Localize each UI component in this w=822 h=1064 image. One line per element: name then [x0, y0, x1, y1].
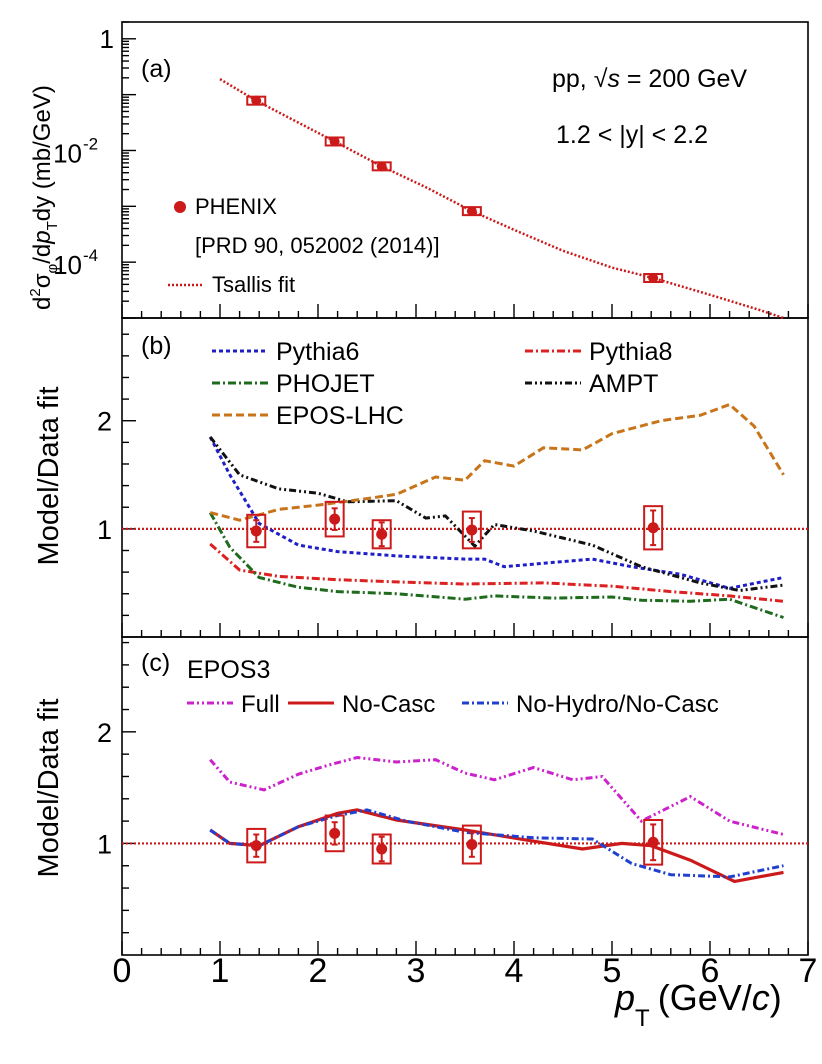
panel-b-sys-box — [324, 500, 345, 538]
panel-frame-b — [121, 317, 809, 638]
phenix-data-point — [376, 161, 387, 172]
phenix-data-point — [466, 206, 477, 217]
x-tick-label: 5 — [603, 952, 622, 990]
x-tick-label: 1 — [211, 952, 230, 990]
panel-b-ylabel: Model/Data fit — [33, 387, 65, 566]
panel-a-y-tick-exponent: -4 — [83, 246, 98, 265]
panel-c-sys-box — [461, 824, 482, 865]
legend-no-casc-label: No-Casc — [342, 691, 435, 718]
x-tick-label: 3 — [407, 952, 426, 990]
annotation-rapidity: 1.2 < |y| < 2.2 — [556, 121, 708, 149]
tsallis-fit-line — [219, 78, 784, 320]
panel-c-ylabel: Model/Data fit — [33, 699, 65, 878]
panel-b-y-tick-label: 1 — [97, 515, 112, 545]
panel-a-ylabel: d2σφ/dpTdy (mb/GeV) — [27, 85, 61, 310]
panel-b-data-point — [376, 528, 388, 540]
panel-b-series-ampt — [209, 435, 784, 593]
panel-b-data-point — [250, 525, 262, 537]
panel-c-sys-box — [371, 833, 392, 865]
legend-phojet-label: PHOJET — [276, 370, 375, 398]
panel-b-data-point — [647, 522, 659, 534]
panel-b-series-pythia6 — [208, 436, 784, 590]
legend-pythia6-label: Pythia6 — [276, 338, 359, 366]
panel-frame-c — [121, 636, 809, 956]
panel-c-label: (c) — [141, 649, 170, 677]
panel-b-sys-box — [643, 505, 664, 551]
panel-c-y-tick-label: 1 — [97, 829, 112, 859]
legend-tsallis-label: Tsallis fit — [212, 272, 295, 297]
legend-pythia8-label: Pythia8 — [589, 338, 672, 366]
panel-c-data-point — [647, 836, 659, 848]
legend-full-label: Full — [241, 691, 280, 718]
panel-a-label: (a) — [141, 55, 172, 83]
annotation-collision-system: pp, √s = 200 GeV — [552, 65, 747, 93]
panel-c-sys-box — [643, 818, 664, 866]
panel-b-series-pythia8 — [209, 542, 784, 603]
panel-c-data-point — [329, 827, 341, 839]
x-tick-label: 6 — [701, 952, 720, 990]
panel-c-y-tick-label: 2 — [97, 718, 112, 748]
panel-b-y-tick-label: 2 — [97, 407, 112, 437]
panel-b-sys-box — [246, 513, 267, 549]
x-tick-label: 2 — [309, 952, 328, 990]
panel-c-sys-box — [324, 814, 345, 853]
phenix-data-point — [648, 273, 659, 284]
panel-b-sys-box — [371, 519, 392, 550]
legend-ampt-label: AMPT — [589, 370, 658, 398]
panel-a-y-tick-label: 10 — [53, 138, 82, 168]
panel-c-title: EPOS3 — [187, 656, 270, 684]
phenix-data-point — [329, 136, 340, 147]
x-tick-label: 7 — [799, 952, 818, 990]
legend-no-hydro-no-casc-label: No-Hydro/No-Casc — [516, 691, 719, 718]
legend-phenix-label: PHENIX — [195, 194, 277, 219]
panel-b-sys-box — [461, 510, 482, 550]
panel-b-data-point — [329, 513, 341, 525]
x-tick-label: 0 — [113, 952, 132, 990]
panel-c-series-no-casc — [209, 808, 784, 884]
panel-a-y-tick-label: 1 — [100, 24, 114, 54]
legend-epos-lhc-label: EPOS-LHC — [276, 402, 404, 430]
x-tick-label: 4 — [505, 952, 524, 990]
panel-c-data-point — [376, 843, 388, 855]
panel-c-data-point — [250, 840, 262, 852]
panel-c-sys-box — [246, 827, 267, 864]
legend-phenix-reference: [PRD 90, 052002 (2014)] — [195, 233, 440, 258]
panel-c-data-point — [466, 839, 478, 851]
panel-c-series-full — [209, 755, 784, 836]
panel-b-label: (b) — [141, 332, 172, 360]
panel-b-series-phojet — [208, 511, 784, 619]
panel-a-y-tick-label: 10 — [53, 250, 82, 280]
panel-b-series-epos-lhc — [209, 402, 785, 522]
panel-c-series-no-hydro-no-casc — [209, 808, 784, 879]
x-axis-title: pT(GeV/c) — [614, 977, 782, 1032]
phenix-data-point — [251, 95, 262, 106]
legend-phenix-marker — [174, 201, 186, 213]
panel-a-y-tick-exponent: -2 — [83, 134, 98, 153]
panel-b-data-point — [466, 524, 478, 536]
